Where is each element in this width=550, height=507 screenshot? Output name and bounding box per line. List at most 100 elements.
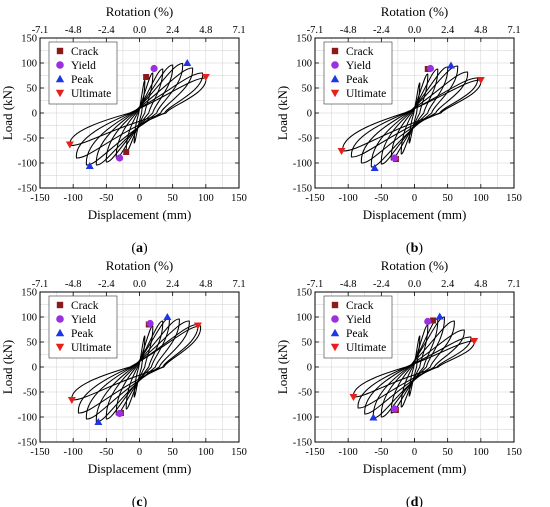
chart-panel-d: -150 -7.1 -100 -4.8 -50 -2.4 0 0.0 50 2.4 100 4.8 15… bbox=[275, 258, 522, 507]
legend-label-yield: Yield bbox=[346, 60, 371, 72]
hysteresis-loop bbox=[85, 67, 194, 166]
y-tick-label: 50 bbox=[27, 338, 38, 349]
x-tick-label: -100 bbox=[339, 193, 358, 204]
data-point-yield bbox=[116, 154, 124, 162]
legend-marker-peak bbox=[330, 328, 340, 337]
legend-label-ultimate: Ultimate bbox=[346, 342, 386, 354]
x-axis-title: Displacement (mm) bbox=[88, 207, 192, 222]
x-tick-label: 150 bbox=[506, 447, 522, 458]
x-tick-label: -150 bbox=[30, 193, 49, 204]
legend-marker-ultimate bbox=[55, 89, 65, 98]
caption-close-paren: ) bbox=[418, 241, 423, 256]
hysteresis-loop bbox=[380, 66, 449, 165]
legend-label-peak: Peak bbox=[346, 74, 369, 86]
hysteresis-loop bbox=[390, 68, 439, 161]
legend: Crack Yield Peak Ultimate bbox=[48, 295, 118, 359]
data-point-ultimate bbox=[201, 74, 210, 81]
top-tick-label: -4.8 bbox=[65, 279, 82, 290]
data-point-yield bbox=[150, 64, 158, 73]
legend-label-crack: Crack bbox=[71, 46, 99, 58]
legend-marker-crack bbox=[56, 301, 64, 309]
top-tick-label: -7.1 bbox=[32, 279, 49, 290]
top-tick-label: -2.4 bbox=[98, 25, 115, 36]
data-point-ultimate bbox=[193, 322, 202, 330]
data-point-ultimate bbox=[476, 77, 485, 84]
data-markers bbox=[349, 312, 479, 421]
panel-caption: (d) bbox=[406, 495, 423, 507]
caption-open-paren: ( bbox=[132, 495, 137, 507]
top-axis-title: Rotation (%) bbox=[381, 4, 449, 19]
top-axis-title: Rotation (%) bbox=[381, 258, 449, 273]
y-tick-label: 150 bbox=[21, 34, 37, 45]
legend-marker-yield bbox=[331, 61, 339, 69]
top-tick-label: 4.8 bbox=[199, 25, 212, 36]
legend-label-ultimate: Ultimate bbox=[71, 342, 111, 354]
hysteresis-loop bbox=[370, 65, 459, 168]
top-axis-title: Rotation (%) bbox=[106, 4, 174, 19]
data-point-yield bbox=[426, 64, 435, 73]
legend: Crack Yield Peak Ultimate bbox=[48, 41, 118, 105]
y-tick-label: -100 bbox=[293, 413, 312, 424]
legend-label-yield: Yield bbox=[71, 60, 96, 72]
y-tick-label: 100 bbox=[296, 59, 312, 70]
legend-label-crack: Crack bbox=[346, 300, 374, 312]
data-point-crack bbox=[430, 317, 437, 324]
data-point-peak bbox=[85, 162, 94, 169]
x-tick-label: -150 bbox=[305, 193, 324, 204]
legend-marker-peak bbox=[55, 74, 65, 83]
x-tick-label: -100 bbox=[64, 193, 83, 204]
chart-panel-a: -150 -7.1 -100 -4.8 -50 -2.4 0 0.0 50 2.4 100 4.8 15… bbox=[0, 4, 247, 256]
data-point-peak bbox=[369, 413, 378, 421]
data-point-yield bbox=[391, 405, 399, 413]
top-tick-label: 4.8 bbox=[474, 25, 487, 36]
y-axis-title: Load (kN) bbox=[275, 340, 290, 395]
top-tick-label: 2.4 bbox=[441, 279, 455, 290]
top-tick-label: 4.8 bbox=[474, 279, 487, 290]
x-tick-label: -50 bbox=[99, 193, 113, 204]
hysteresis-loop bbox=[342, 79, 482, 152]
y-tick-label: -50 bbox=[298, 388, 312, 399]
top-tick-label: 2.4 bbox=[166, 279, 180, 290]
top-tick-label: 0.0 bbox=[408, 25, 421, 36]
hysteresis-loop bbox=[360, 71, 469, 164]
legend-marker-ultimate bbox=[55, 343, 65, 352]
y-axis-title: Load (kN) bbox=[0, 340, 15, 395]
x-tick-label: -50 bbox=[99, 447, 113, 458]
top-tick-label: 7.1 bbox=[507, 279, 520, 290]
y-tick-label: -50 bbox=[23, 388, 37, 399]
y-tick-label: -50 bbox=[298, 134, 312, 145]
legend-label-peak: Peak bbox=[346, 328, 369, 340]
caption-close-paren: ) bbox=[143, 241, 148, 256]
x-tick-label: 150 bbox=[506, 193, 522, 204]
hysteresis-loop bbox=[69, 77, 207, 147]
hysteresis-curves bbox=[71, 317, 202, 423]
y-tick-label: -100 bbox=[18, 159, 37, 170]
top-tick-label: -7.1 bbox=[32, 25, 49, 36]
legend-label-ultimate: Ultimate bbox=[346, 88, 386, 100]
x-tick-label: 50 bbox=[442, 447, 453, 458]
legend-marker-yield bbox=[56, 61, 64, 69]
caption-letter: d bbox=[411, 495, 419, 507]
data-point-ultimate bbox=[67, 397, 76, 404]
top-tick-label: 7.1 bbox=[507, 25, 520, 36]
hysteresis-loop bbox=[400, 324, 429, 408]
x-tick-label: 100 bbox=[198, 447, 214, 458]
y-tick-label: 150 bbox=[21, 288, 37, 299]
y-tick-label: 150 bbox=[296, 34, 312, 45]
hysteresis-loop bbox=[71, 325, 202, 401]
legend-label-yield: Yield bbox=[71, 314, 96, 326]
y-tick-label: 50 bbox=[27, 84, 38, 95]
hysteresis-loop bbox=[364, 329, 465, 415]
y-tick-label: 0 bbox=[32, 109, 37, 120]
x-tick-label: 150 bbox=[231, 447, 247, 458]
x-tick-label: 0 bbox=[412, 193, 417, 204]
hysteresis-loop bbox=[352, 340, 475, 398]
x-tick-label: 0 bbox=[137, 193, 142, 204]
y-tick-label: 50 bbox=[302, 84, 313, 95]
caption-letter: c bbox=[136, 495, 142, 507]
x-tick-label: 50 bbox=[167, 193, 178, 204]
data-markers bbox=[65, 59, 210, 169]
x-tick-label: 150 bbox=[231, 193, 247, 204]
caption-letter: b bbox=[411, 241, 419, 256]
